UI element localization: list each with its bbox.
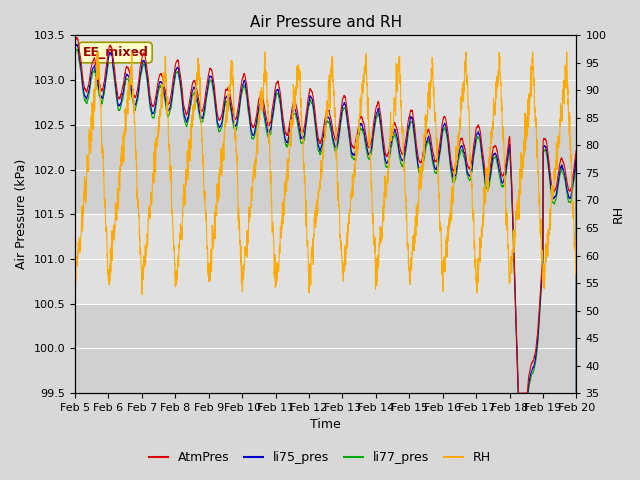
- Title: Air Pressure and RH: Air Pressure and RH: [250, 15, 402, 30]
- Y-axis label: RH: RH: [612, 205, 625, 223]
- Bar: [75, 36, 577, 125]
- Bar: [75, 304, 577, 393]
- Legend: AtmPres, li75_pres, li77_pres, RH: AtmPres, li75_pres, li77_pres, RH: [144, 446, 496, 469]
- Text: EE_mixed: EE_mixed: [83, 46, 148, 59]
- Bar: [75, 125, 577, 214]
- Y-axis label: Air Pressure (kPa): Air Pressure (kPa): [15, 159, 28, 269]
- Bar: [75, 214, 577, 304]
- X-axis label: Time: Time: [310, 419, 341, 432]
